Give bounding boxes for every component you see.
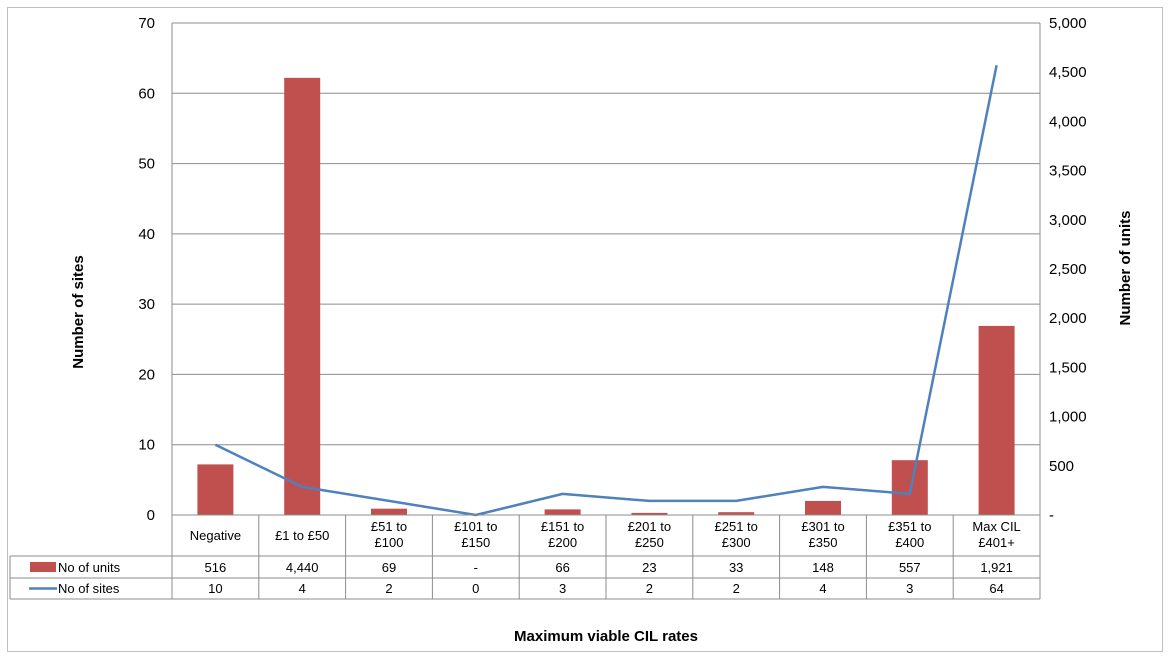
table-cell-sites: 2 xyxy=(646,581,653,596)
table-cell-sites: 2 xyxy=(385,581,392,596)
table-cell-units: 23 xyxy=(642,560,656,575)
y2-tick-label: 1,500 xyxy=(1049,359,1087,376)
x-tick-label: £351 to xyxy=(888,519,931,534)
x-tick-label: £251 to xyxy=(715,519,758,534)
x-tick-label: Max CIL xyxy=(972,519,1020,534)
x-tick-label: £51 to xyxy=(371,519,407,534)
table-cell-units: - xyxy=(474,560,478,575)
y2-tick-label: 4,500 xyxy=(1049,64,1087,81)
x-tick-label: £150 xyxy=(461,535,490,550)
table-cell-units: 69 xyxy=(382,560,396,575)
x-tick-label: £100 xyxy=(375,535,404,550)
y-tick-label: 70 xyxy=(138,15,155,32)
table-cell-units: 148 xyxy=(812,560,834,575)
y2-tick-label: 3,500 xyxy=(1049,163,1087,180)
x-tick-label: £151 to xyxy=(541,519,584,534)
table-cell-sites: 0 xyxy=(472,581,479,596)
y2-tick-label: 2,000 xyxy=(1049,310,1087,327)
x-tick-label: £101 to xyxy=(454,519,497,534)
table-cell-sites: 64 xyxy=(989,581,1003,596)
legend-label-units: No of units xyxy=(58,560,121,575)
x-tick-label: £250 xyxy=(635,535,664,550)
y-tick-label: 20 xyxy=(138,366,155,383)
table-cell-sites: 2 xyxy=(733,581,740,596)
table-cell-sites: 10 xyxy=(208,581,222,596)
y2-tick-label: 4,000 xyxy=(1049,113,1087,130)
table-cell-units: 557 xyxy=(899,560,921,575)
bar xyxy=(978,325,1015,515)
y-axis-title: Number of sites xyxy=(70,255,87,368)
x-tick-label: £350 xyxy=(809,535,838,550)
bar xyxy=(805,500,841,515)
bar xyxy=(284,77,321,515)
y2-axis-title: Number of units xyxy=(1117,211,1134,326)
legend-key-units xyxy=(30,562,56,572)
y-tick-label: 10 xyxy=(138,437,155,454)
y-tick-label: 30 xyxy=(138,296,155,313)
x-tick-label: £200 xyxy=(548,535,577,550)
table-cell-sites: 4 xyxy=(819,581,826,596)
x-tick-label: Negative xyxy=(190,528,241,543)
bar xyxy=(371,508,407,515)
x-tick-label: £1 to £50 xyxy=(275,528,329,543)
y2-tick-label: 3,000 xyxy=(1049,212,1087,229)
table-cell-units: 33 xyxy=(729,560,743,575)
y-tick-label: 0 xyxy=(147,507,155,524)
bar xyxy=(631,512,668,515)
x-tick-label: £401+ xyxy=(978,535,1015,550)
bar xyxy=(891,460,928,515)
y-tick-label: 60 xyxy=(138,85,155,102)
chart-frame xyxy=(7,7,1163,652)
x-axis-title: Maximum viable CIL rates xyxy=(514,628,698,645)
y2-tick-label: 1,000 xyxy=(1049,409,1087,426)
legend-label-sites: No of sites xyxy=(58,581,120,596)
table-cell-sites: 3 xyxy=(906,581,913,596)
y2-tick-label: 2,500 xyxy=(1049,261,1087,278)
table-cell-units: 1,921 xyxy=(980,560,1013,575)
x-tick-label: £201 to xyxy=(628,519,671,534)
y-tick-label: 40 xyxy=(138,226,155,243)
x-tick-label: £300 xyxy=(722,535,751,550)
y2-tick-label: - xyxy=(1049,507,1054,524)
table-cell-units: 66 xyxy=(555,560,569,575)
bar xyxy=(718,512,755,515)
table-cell-units: 516 xyxy=(205,560,227,575)
x-tick-label: £400 xyxy=(895,535,924,550)
y2-tick-label: 500 xyxy=(1049,458,1074,475)
x-tick-label: £301 to xyxy=(801,519,844,534)
table-cell-sites: 3 xyxy=(559,581,566,596)
bar xyxy=(197,464,234,515)
series-line xyxy=(214,64,998,517)
y2-tick-label: 5,000 xyxy=(1049,15,1087,32)
table-cell-sites: 4 xyxy=(299,581,306,596)
bar xyxy=(544,509,581,515)
y-tick-label: 50 xyxy=(138,156,155,173)
table-cell-units: 4,440 xyxy=(286,560,319,575)
